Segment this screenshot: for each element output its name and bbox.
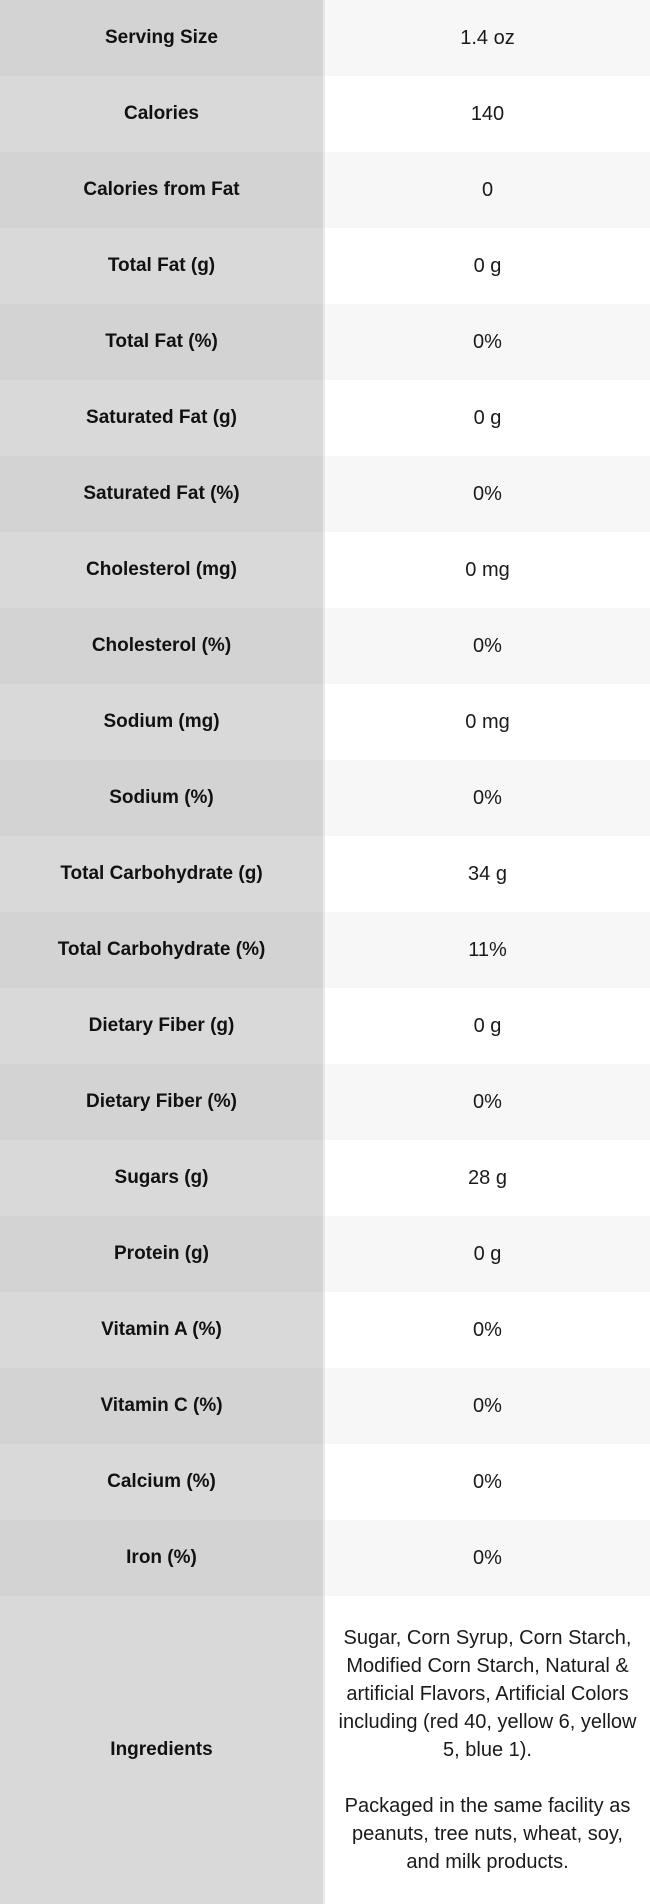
row-label: Cholesterol (%) [0, 608, 325, 684]
table-row: Iron (%) 0% [0, 1520, 650, 1596]
table-row: Calories from Fat 0 [0, 152, 650, 228]
row-label: Sodium (%) [0, 760, 325, 836]
table-row: Vitamin C (%) 0% [0, 1368, 650, 1444]
table-row: Protein (g) 0 g [0, 1216, 650, 1292]
table-row: Saturated Fat (g) 0 g [0, 380, 650, 456]
row-value: 11% [325, 912, 650, 988]
table-row: Serving Size 1.4 oz [0, 0, 650, 76]
row-value: 0% [325, 760, 650, 836]
row-value: 0 [325, 152, 650, 228]
table-row: Sodium (%) 0% [0, 760, 650, 836]
row-label: Calories [0, 76, 325, 152]
row-label: Saturated Fat (%) [0, 456, 325, 532]
row-value: 0 g [325, 380, 650, 456]
table-row: Cholesterol (mg) 0 mg [0, 532, 650, 608]
row-label: Sugars (g) [0, 1140, 325, 1216]
row-label: Vitamin C (%) [0, 1368, 325, 1444]
row-label: Saturated Fat (g) [0, 380, 325, 456]
row-value: 0 g [325, 1216, 650, 1292]
row-label: Dietary Fiber (%) [0, 1064, 325, 1140]
row-value: 0% [325, 1292, 650, 1368]
table-row: Cholesterol (%) 0% [0, 608, 650, 684]
row-value: 0% [325, 304, 650, 380]
row-value: 0 mg [325, 532, 650, 608]
row-value: 140 [325, 76, 650, 152]
table-row: Saturated Fat (%) 0% [0, 456, 650, 532]
table-row: Total Carbohydrate (g) 34 g [0, 836, 650, 912]
row-value: 0 mg [325, 684, 650, 760]
row-value: 0 g [325, 228, 650, 304]
table-row: Calories 140 [0, 76, 650, 152]
row-label: Serving Size [0, 0, 325, 76]
row-value: 28 g [325, 1140, 650, 1216]
row-label: Sodium (mg) [0, 684, 325, 760]
row-label: Total Carbohydrate (g) [0, 836, 325, 912]
table-row: Total Fat (g) 0 g [0, 228, 650, 304]
table-row: Total Fat (%) 0% [0, 304, 650, 380]
row-label: Cholesterol (mg) [0, 532, 325, 608]
row-label: Total Fat (%) [0, 304, 325, 380]
row-value: 0% [325, 608, 650, 684]
row-label: Calories from Fat [0, 152, 325, 228]
ingredients-row: Ingredients Sugar, Corn Syrup, Corn Star… [0, 1596, 650, 1904]
table-row: Dietary Fiber (g) 0 g [0, 988, 650, 1064]
row-label: Total Fat (g) [0, 228, 325, 304]
row-value: 0% [325, 456, 650, 532]
row-value: 0% [325, 1520, 650, 1596]
row-value: 0% [325, 1368, 650, 1444]
table-row: Calcium (%) 0% [0, 1444, 650, 1520]
row-value: 34 g [325, 836, 650, 912]
row-value: 0% [325, 1444, 650, 1520]
row-value: 0 g [325, 988, 650, 1064]
table-row: Total Carbohydrate (%) 11% [0, 912, 650, 988]
row-value: 1.4 oz [325, 0, 650, 76]
ingredients-text-1: Sugar, Corn Syrup, Corn Starch, Modified… [338, 1627, 637, 1761]
ingredients-value: Sugar, Corn Syrup, Corn Starch, Modified… [325, 1596, 650, 1904]
ingredients-text-2: Packaged in the same facility as peanuts… [344, 1795, 631, 1873]
row-label: Protein (g) [0, 1216, 325, 1292]
table-row: Sodium (mg) 0 mg [0, 684, 650, 760]
row-label: Dietary Fiber (g) [0, 988, 325, 1064]
row-label: Total Carbohydrate (%) [0, 912, 325, 988]
row-label: Calcium (%) [0, 1444, 325, 1520]
table-row: Dietary Fiber (%) 0% [0, 1064, 650, 1140]
table-row: Vitamin A (%) 0% [0, 1292, 650, 1368]
row-label: Vitamin A (%) [0, 1292, 325, 1368]
row-label: Iron (%) [0, 1520, 325, 1596]
table-row: Sugars (g) 28 g [0, 1140, 650, 1216]
ingredients-label: Ingredients [0, 1596, 325, 1904]
row-value: 0% [325, 1064, 650, 1140]
